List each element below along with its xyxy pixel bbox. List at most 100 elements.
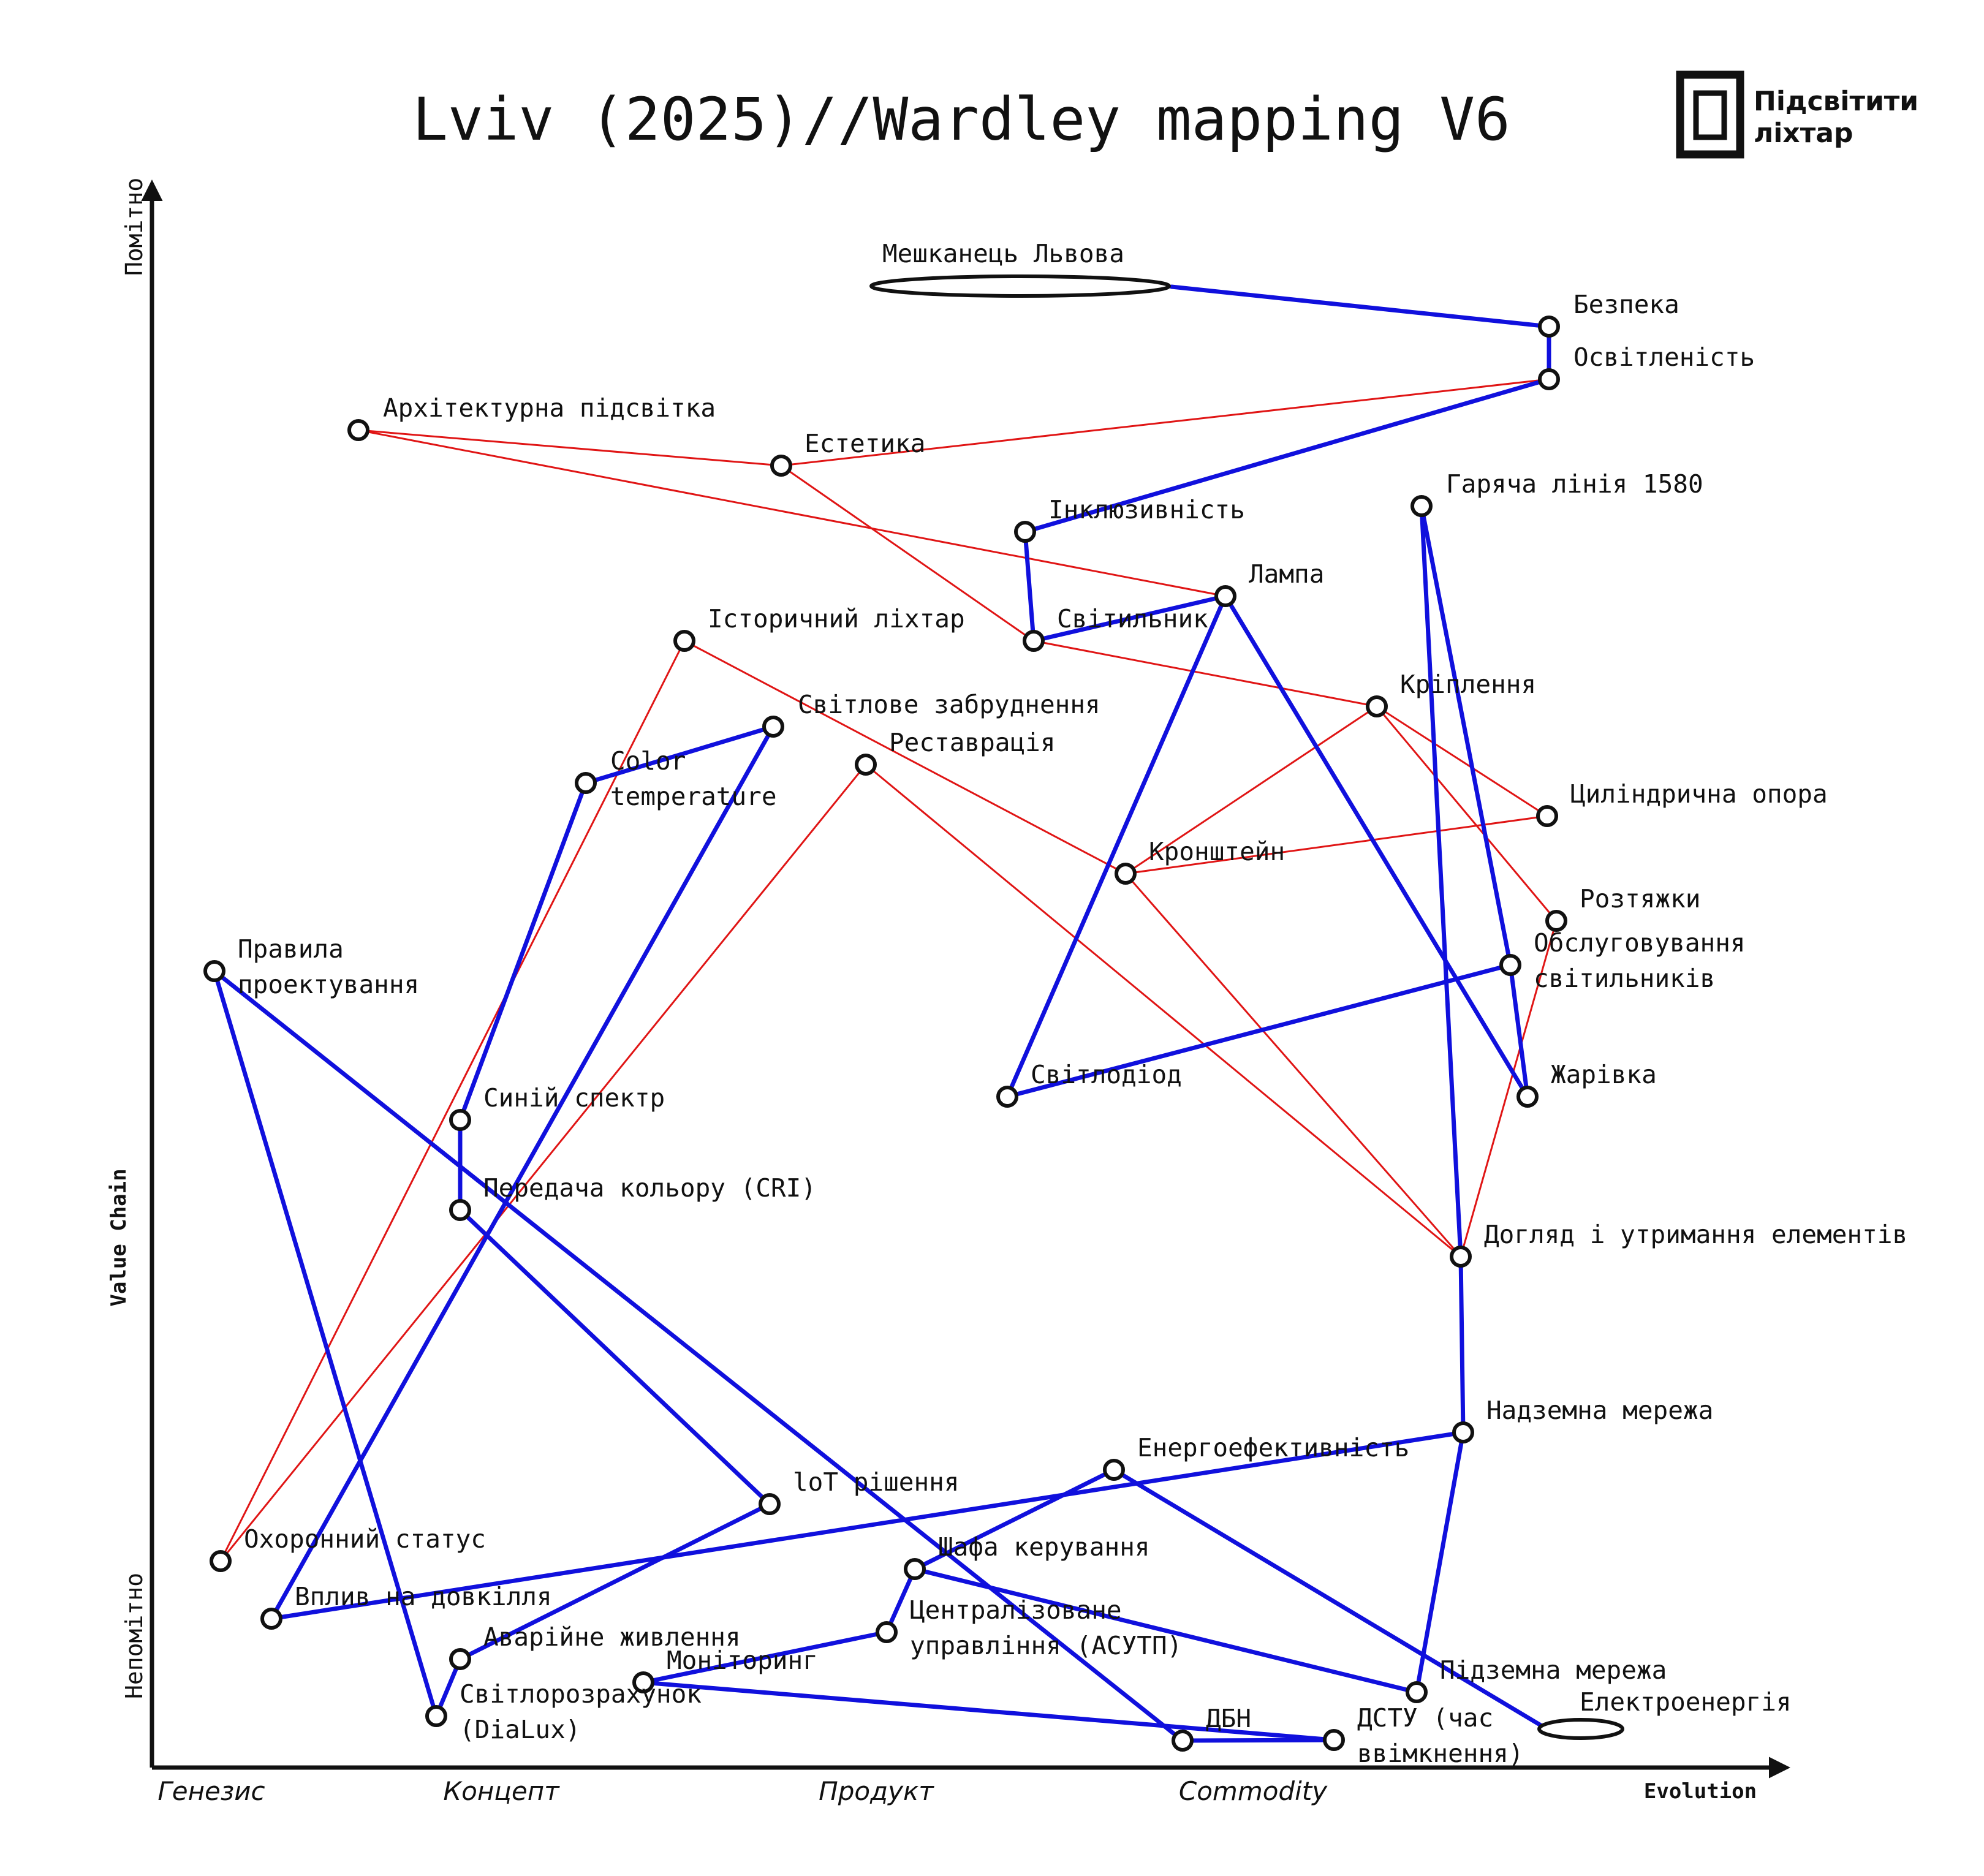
component-energo[interactable]: Енергоефективність: [1103, 1433, 1409, 1481]
component-hotline[interactable]: Гаряча лінія 1580: [1410, 469, 1703, 517]
component-pravyla[interactable]: Правила проектування: [203, 934, 419, 999]
relation-link-kronsh-dohlyad: [1124, 872, 1462, 1258]
component-inkl[interactable]: Інклюзивність: [1014, 495, 1245, 543]
component-svitlodiod[interactable]: Світлодіод: [996, 1060, 1182, 1108]
relation-link-roztyazh-dohlyad: [1460, 920, 1558, 1258]
component-node-arch[interactable]: [347, 419, 369, 441]
component-nadzemna[interactable]: Надземна мережа: [1452, 1396, 1713, 1443]
component-node-inkl[interactable]: [1014, 521, 1036, 543]
component-node-pravyla[interactable]: [203, 960, 225, 982]
component-avar[interactable]: Аварійне живлення: [449, 1622, 741, 1670]
component-lampa[interactable]: Лампа: [1214, 559, 1324, 607]
component-dstu[interactable]: ДСТУ (час ввімкнення): [1323, 1703, 1524, 1768]
component-hist[interactable]: Історичний ліхтар: [673, 604, 965, 652]
y-axis-top-label: Помітно: [121, 178, 148, 276]
component-node-okhor[interactable]: [210, 1550, 232, 1572]
component-node-osvitl[interactable]: [1538, 368, 1560, 390]
relation-link-restav-okhor: [219, 763, 867, 1562]
component-node-zabrud[interactable]: [762, 716, 784, 738]
component-kronsh[interactable]: Кронштейн: [1115, 837, 1285, 885]
component-node-cri[interactable]: [449, 1199, 471, 1221]
dependency-link-dbn-dstu: [1180, 1738, 1336, 1743]
component-syniy[interactable]: Синій спектр: [449, 1083, 665, 1131]
component-label-restav: Реставрація: [889, 728, 1056, 757]
component-osvitl[interactable]: Освітленість: [1538, 342, 1755, 390]
component-node-pidzem[interactable]: [1406, 1681, 1428, 1703]
component-label-kripl: Кріплення: [1400, 670, 1536, 699]
component-label-zharivka: Жарівка: [1551, 1060, 1657, 1089]
component-node-color[interactable]: [575, 772, 597, 794]
component-cri[interactable]: Передача кольору (CRI): [449, 1173, 816, 1221]
component-restav[interactable]: Реставрація: [855, 728, 1056, 776]
component-node-restav[interactable]: [855, 754, 877, 776]
component-zabrud[interactable]: Світлове забруднення: [762, 690, 1100, 738]
dependency-link-inkl-svitylnyk: [1023, 529, 1036, 643]
component-dialux[interactable]: Світлорозрахунок (DiaLux): [425, 1679, 702, 1744]
component-okhor[interactable]: Охоронний статус: [210, 1524, 486, 1572]
component-node-hist[interactable]: [673, 630, 695, 652]
component-vplyv[interactable]: Вплив на довкілля: [260, 1582, 552, 1630]
component-label-zabrud: Світлове забруднення: [798, 690, 1100, 719]
component-node-svitlodiod[interactable]: [996, 1086, 1018, 1108]
component-roztyazh[interactable]: Розтяжки: [1545, 884, 1700, 932]
component-label-color: Color temperature: [610, 746, 777, 811]
component-label-tsentr: Централізоване управління (АСУТП): [910, 1595, 1182, 1660]
component-shafa[interactable]: Шафа керування: [904, 1532, 1150, 1580]
dependency-link-user-bezpeka: [1169, 284, 1551, 329]
component-node-kripl[interactable]: [1366, 695, 1388, 717]
component-node-energo[interactable]: [1103, 1459, 1125, 1481]
stage-commodity: Commodity: [1179, 1776, 1328, 1806]
dependency-link-svitylnyk-lampa: [1031, 594, 1228, 643]
component-node-hotline[interactable]: [1410, 495, 1433, 517]
component-node-iot[interactable]: [759, 1493, 781, 1515]
component-label-syniy: Синій спектр: [483, 1083, 665, 1113]
component-bezpeka[interactable]: Безпека: [1538, 290, 1679, 338]
component-monit[interactable]: Моніторинг: [632, 1646, 818, 1693]
component-dohlyad[interactable]: Догляд і утримання елементів: [1450, 1220, 1907, 1268]
user-anchor[interactable]: Мешканець Львова: [869, 239, 1171, 298]
component-node-vplyv[interactable]: [260, 1608, 282, 1630]
relation-link-kronsh-cylinder: [1124, 815, 1548, 875]
component-label-estet: Естетика: [805, 429, 925, 458]
energy-anchor-ellipse[interactable]: [1537, 1718, 1624, 1740]
component-node-estet[interactable]: [770, 455, 792, 477]
component-pidzem[interactable]: Підземна мережа: [1406, 1655, 1667, 1703]
component-zharivka[interactable]: Жарівка: [1516, 1060, 1657, 1108]
component-tsentr[interactable]: Централізоване управління (АСУТП): [876, 1595, 1182, 1660]
component-svitylnyk[interactable]: Світильник: [1023, 604, 1208, 652]
component-cylinder[interactable]: Циліндрична опора: [1536, 779, 1828, 827]
relation-link-arch-estet: [357, 429, 782, 467]
component-node-dohlyad[interactable]: [1450, 1246, 1472, 1268]
component-node-lampa[interactable]: [1214, 585, 1236, 607]
component-obslug[interactable]: Обслуговування світильників: [1499, 928, 1746, 993]
component-node-dstu[interactable]: [1323, 1729, 1345, 1751]
component-node-svitylnyk[interactable]: [1023, 630, 1045, 652]
component-color[interactable]: Color temperature: [575, 746, 777, 811]
component-node-avar[interactable]: [449, 1648, 471, 1670]
component-kripl[interactable]: Кріплення: [1366, 670, 1536, 717]
component-node-dbn[interactable]: [1172, 1730, 1194, 1752]
component-arch[interactable]: Архітектурна підсвітка: [347, 393, 716, 441]
component-node-kronsh[interactable]: [1115, 863, 1137, 885]
dependency-link-hotline-dohlyad: [1419, 504, 1463, 1259]
component-label-svitylnyk: Світильник: [1057, 604, 1208, 634]
component-node-shafa[interactable]: [904, 1558, 926, 1580]
component-node-syniy[interactable]: [449, 1109, 471, 1131]
component-node-obslug[interactable]: [1499, 954, 1521, 976]
component-node-bezpeka[interactable]: [1538, 316, 1560, 338]
component-node-nadzemna[interactable]: [1452, 1421, 1474, 1443]
component-node-tsentr[interactable]: [876, 1621, 898, 1643]
relation-link-kripl-kronsh: [1124, 705, 1378, 875]
component-node-roztyazh[interactable]: [1545, 910, 1567, 932]
energy-anchor[interactable]: Електроенергія: [1537, 1687, 1792, 1740]
relation-link-kripl-roztyazh: [1376, 705, 1558, 922]
component-node-monit[interactable]: [632, 1671, 654, 1693]
component-dbn[interactable]: ДБН: [1172, 1704, 1251, 1752]
component-node-dialux[interactable]: [425, 1705, 447, 1727]
user-anchor-ellipse[interactable]: [869, 274, 1171, 298]
component-node-cylinder[interactable]: [1536, 805, 1558, 827]
component-iot[interactable]: loT рішення: [759, 1467, 960, 1515]
component-estet[interactable]: Естетика: [770, 429, 925, 477]
component-label-dohlyad: Догляд і утримання елементів: [1484, 1220, 1907, 1249]
component-node-zharivka[interactable]: [1516, 1086, 1539, 1108]
